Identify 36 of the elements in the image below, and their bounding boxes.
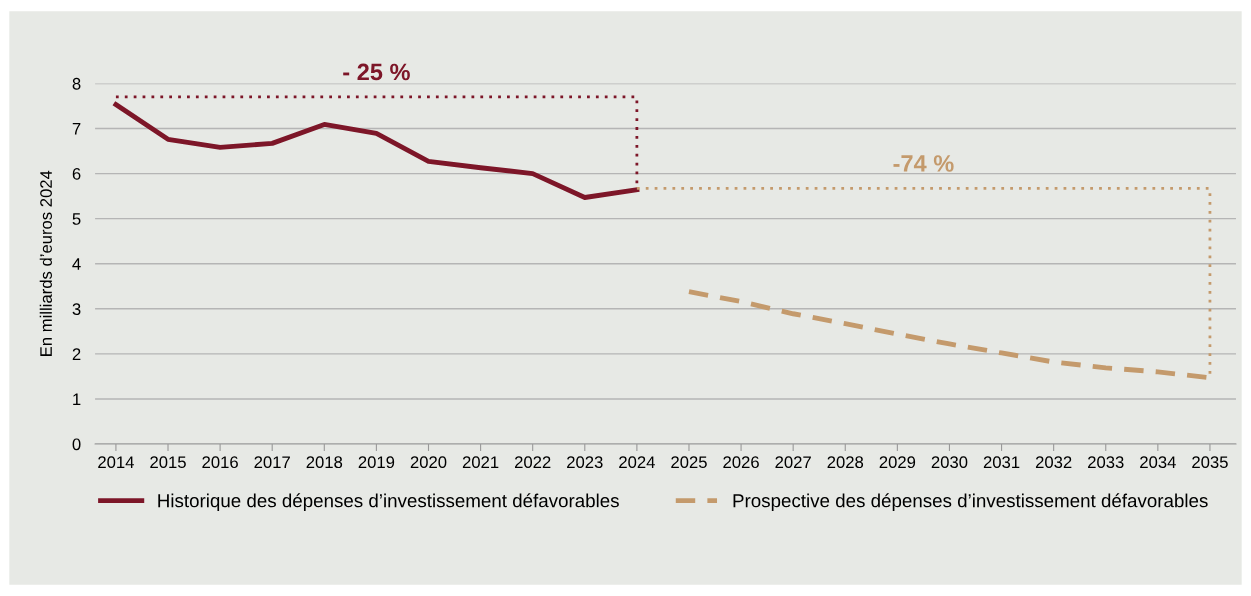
annotation: -74 %: [893, 155, 954, 172]
y-tick-label: 6: [72, 167, 81, 180]
legend-label: Prospective des dépenses d’investissement défavorables: [733, 493, 1208, 512]
x-tick-label: 2018: [306, 456, 343, 469]
legend-label: Historique des dépenses d’investissement défavorables: [158, 493, 619, 512]
x-tick-label: 2023: [567, 456, 603, 469]
x-tick-label: 2034: [1140, 456, 1176, 469]
y-tick-label: 0: [72, 438, 81, 451]
x-tick-label: 2029: [879, 456, 916, 469]
y-tick-label: 7: [72, 123, 81, 135]
x-tick-label: 2022: [514, 456, 551, 469]
y-axis-title: En milliards d’euros 2024: [39, 170, 52, 356]
x-tick-label: 2032: [1035, 456, 1072, 469]
x-tick-label: 2014: [98, 456, 134, 469]
y-tick-label: 1: [73, 393, 81, 405]
x-tick-label: 2024: [619, 456, 655, 469]
y-tick-label: 3: [72, 303, 81, 316]
x-tick-label: 2027: [775, 456, 811, 469]
x-tick-label: 2021: [462, 456, 499, 469]
x-tick-label: 2016: [202, 456, 238, 469]
y-tick-label: 2: [72, 348, 81, 360]
x-tick-label: 2026: [723, 456, 759, 469]
y-tick-label: 5: [72, 213, 81, 225]
x-tick-label: 2019: [358, 456, 395, 469]
x-tick-label: 2017: [254, 456, 290, 469]
x-tick-label: 2035: [1192, 456, 1228, 469]
x-tick-label: 2015: [150, 456, 186, 469]
x-tick-label: 2033: [1088, 456, 1124, 469]
x-tick-label: 2025: [671, 456, 707, 469]
y-tick-label: 4: [72, 258, 81, 270]
x-tick-label: 2028: [827, 456, 864, 469]
y-tick-label: 8: [72, 77, 81, 90]
x-tick-label: 2030: [931, 456, 968, 469]
x-tick-label: 2031: [983, 456, 1020, 469]
text: - 25 %: [343, 63, 410, 81]
x-tick-label: 2020: [410, 456, 447, 469]
